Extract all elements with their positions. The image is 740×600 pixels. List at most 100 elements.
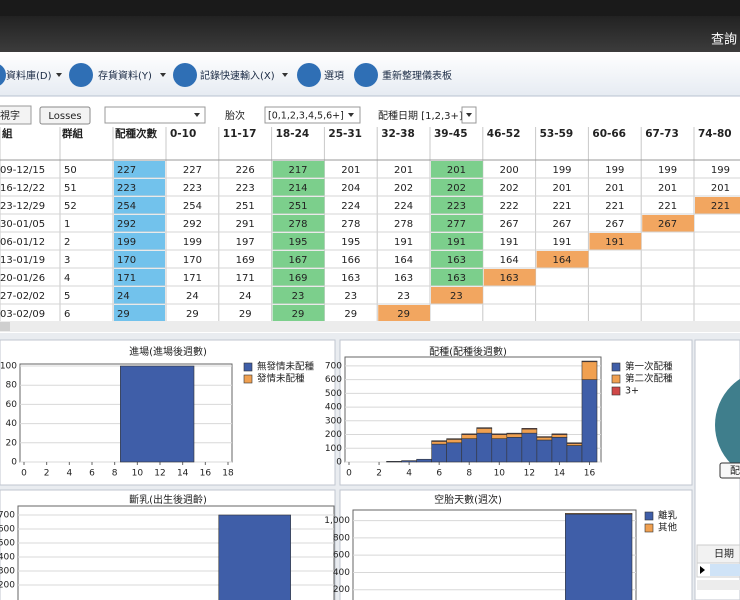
y-tick-label: 0	[11, 458, 17, 468]
period: 06-01/12	[0, 237, 45, 248]
cell-value: 201	[341, 165, 360, 176]
scrollbar[interactable]	[0, 321, 740, 332]
y-tick-label: 100	[325, 444, 342, 454]
cell-value: 199	[183, 237, 202, 248]
cell-value: 223	[183, 183, 202, 194]
cell-value: 267	[500, 219, 519, 230]
bar-segment	[386, 461, 402, 463]
cell-value: 199	[658, 165, 677, 176]
bar-segment	[521, 432, 538, 463]
period: 27-02/02	[0, 291, 45, 302]
cell-value: 202	[394, 183, 413, 194]
legend-label: 第二次配種	[625, 373, 673, 385]
cell-value: 195	[341, 237, 360, 248]
period: 23-12/29	[0, 201, 45, 212]
cell-value: 191	[552, 237, 571, 248]
losses-button[interactable]	[39, 106, 91, 125]
y-tick-label: 200	[333, 585, 350, 595]
group: 4	[64, 273, 70, 284]
x-tick-label: 2	[44, 469, 50, 479]
cell-bg	[431, 197, 483, 214]
group: 50	[64, 165, 77, 176]
toolbar-item[interactable]: 資料庫(D)	[6, 69, 52, 82]
losses-label: Losses	[48, 111, 81, 122]
tab-button[interactable]	[0, 105, 32, 125]
x-tick-label: 12	[524, 469, 535, 479]
bar-segment	[521, 428, 538, 434]
bar-segment	[491, 433, 508, 435]
scrollbar[interactable]	[697, 580, 740, 590]
cell-bg	[272, 197, 325, 214]
cell-value: 24	[186, 291, 199, 302]
legend-swatch	[611, 374, 621, 384]
column-header: 67-73	[645, 128, 679, 140]
header-bar	[0, 16, 740, 52]
breedings: 199	[117, 237, 136, 248]
toolbar-item[interactable]: 重新整理儀表板	[382, 69, 452, 82]
toolbar-item[interactable]: 選項	[324, 69, 344, 82]
cell-value: 163	[394, 273, 413, 284]
bar-segment	[476, 432, 493, 463]
bar-segment	[431, 441, 447, 445]
chart-title: 配種(配種後週數)	[429, 345, 507, 358]
combo[interactable]	[104, 106, 206, 124]
chart-title: 斷乳(出生後週齡)	[129, 493, 207, 506]
bar-segment	[551, 434, 568, 438]
column-header: 18-24	[276, 128, 310, 140]
cell-value: 163	[447, 273, 466, 284]
bar-segment	[551, 433, 568, 435]
cell-value: 191	[394, 237, 413, 248]
cell-value: 278	[341, 219, 360, 230]
group: 2	[64, 237, 70, 248]
group: 6	[64, 309, 70, 320]
cell-value: 191	[447, 237, 466, 248]
legend-swatch	[611, 362, 621, 372]
x-tick-label: 16	[200, 469, 212, 479]
y-tick-label: 80	[6, 381, 18, 391]
combo[interactable]	[264, 106, 361, 124]
arrow	[56, 73, 62, 77]
bar-segment	[461, 434, 478, 439]
bar-segment	[536, 439, 553, 463]
x-tick-label: 6	[436, 469, 442, 479]
chart-title: 進場(進場後週數)	[129, 345, 207, 358]
x-tick-label: 8	[112, 469, 118, 479]
scroll-thumb[interactable]	[0, 322, 10, 331]
cell-bg	[272, 269, 325, 286]
bar-segment	[551, 436, 568, 463]
y-tick-label: 1,000	[324, 516, 350, 526]
cell-bg	[272, 233, 325, 250]
cell-value: 23	[397, 291, 410, 302]
cell-value: 217	[288, 165, 307, 176]
bar-segment	[491, 434, 508, 439]
pie-label: 配	[730, 465, 740, 477]
cell-value: 191	[605, 237, 624, 248]
bar-segment	[491, 438, 508, 463]
toolbar-item[interactable]: 存貨資料(Y)	[98, 69, 152, 82]
cell-value: 169	[288, 273, 307, 284]
x-tick-label: 0	[21, 469, 27, 479]
cell-value: 166	[341, 255, 360, 266]
cell-value: 201	[447, 165, 466, 176]
query-button[interactable]: 查詢	[711, 32, 737, 48]
cell-value: 163	[341, 273, 360, 284]
toolbar-item[interactable]: 記錄快速輸入(X)	[200, 69, 275, 82]
cell-value: 221	[552, 201, 571, 212]
parity-label: 胎次	[225, 109, 245, 122]
count-cell	[114, 251, 165, 268]
cell-value: 201	[552, 183, 571, 194]
cell-value: 202	[447, 183, 466, 194]
cell-bg	[431, 287, 483, 304]
cell-bg	[431, 215, 483, 232]
y-tick-label: 200	[0, 581, 15, 591]
cell-bg	[431, 233, 483, 250]
bar-segment	[446, 442, 463, 463]
y-tick-label: 700	[325, 361, 342, 371]
bar-segment	[461, 438, 478, 463]
column-header: 60-66	[592, 128, 626, 140]
cell-value: 222	[500, 201, 519, 212]
cell-value: 201	[658, 183, 677, 194]
column-header: 53-59	[540, 128, 574, 140]
y-tick-label: 400	[333, 568, 350, 578]
cell-value: 201	[394, 165, 413, 176]
